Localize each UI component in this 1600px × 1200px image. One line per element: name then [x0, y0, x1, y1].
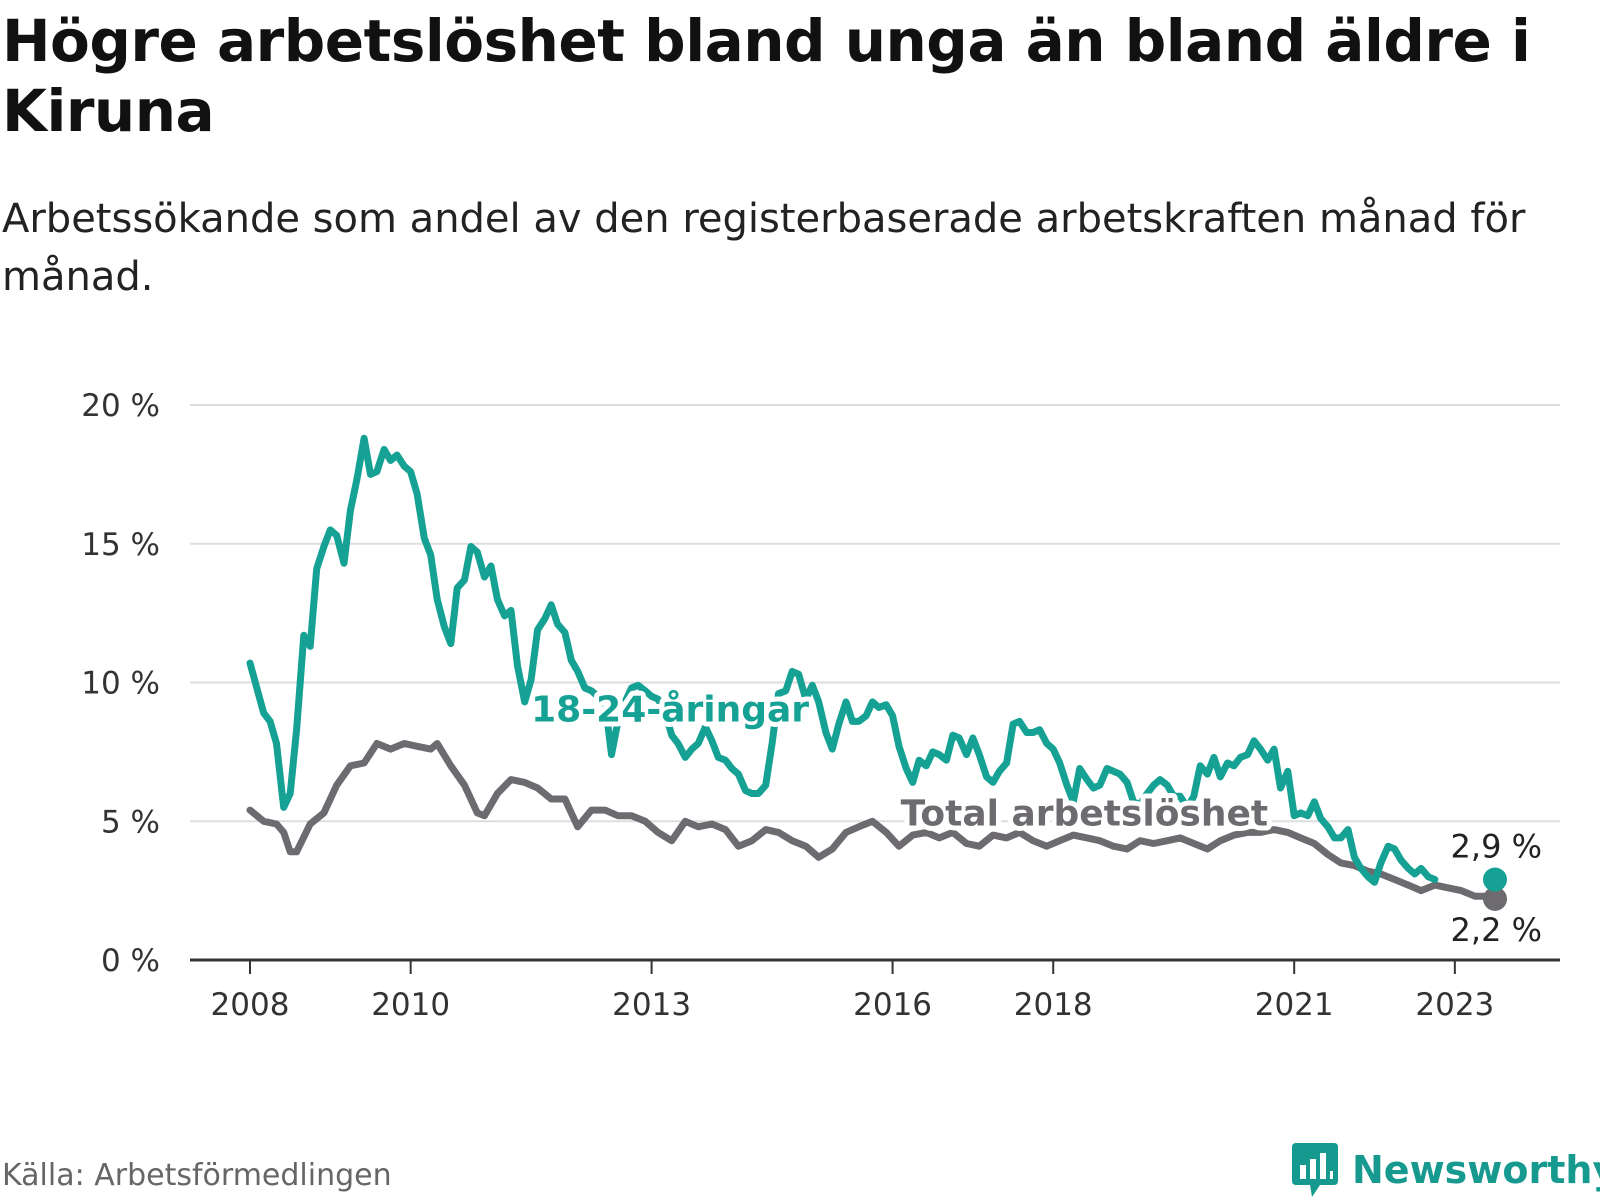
y-tick-label: 10 % [81, 666, 160, 702]
series-label-total: Total arbetslöshet [901, 793, 1269, 834]
x-tick-label: 2021 [1255, 987, 1334, 1023]
y-tick-label: 15 % [81, 527, 160, 563]
x-tick-label: 2008 [211, 987, 290, 1023]
newsworthy-logo-icon [1292, 1143, 1338, 1197]
x-axis-ticks: 2008 2010 2013 2016 2018 2021 2023 [190, 958, 1560, 1023]
source-note: Källa: Arbetsförmedlingen [2, 1158, 392, 1193]
x-tick-label: 2018 [1014, 987, 1093, 1023]
chart-title: Högre arbetslöshet bland unga än bland ä… [2, 7, 1531, 145]
x-tick-label: 2010 [371, 987, 450, 1023]
x-tick-label: 2023 [1415, 987, 1494, 1023]
x-tick-label: 2016 [853, 987, 932, 1023]
brand-logo[interactable]: Newsworthy [1290, 1140, 1600, 1200]
series-labels: Total arbetslöshet 2,2 % 18-24-åringar 2,9 … [526, 684, 1546, 953]
line-chart: 0 %5 %10 %15 %20 % 2008 2010 2013 2016 2018 2… [81, 388, 1560, 1023]
brand-name: Newsworthy [1352, 1148, 1600, 1192]
series-label-youth: 18-24-åringar [531, 689, 809, 730]
y-tick-label: 0 % [101, 943, 160, 979]
end-value-label-youth: 2,9 % [1451, 828, 1542, 866]
y-axis-ticks: 0 % 5 % 10 % 15 % 20 % [81, 388, 160, 979]
chart-subtitle: Arbetssökande som andel av den registerb… [2, 196, 1526, 300]
y-tick-label: 5 % [101, 804, 160, 840]
y-tick-label: 20 % [81, 388, 160, 424]
x-tick-label: 2013 [612, 987, 691, 1023]
end-marker-total [1483, 886, 1507, 911]
end-marker-youth [1483, 867, 1507, 892]
series-lines [246, 434, 1507, 911]
grid-lines [190, 404, 1560, 823]
series-line-total [246, 740, 1499, 903]
end-value-label-total: 2,2 % [1451, 911, 1542, 949]
series-line-youth [246, 434, 1439, 886]
